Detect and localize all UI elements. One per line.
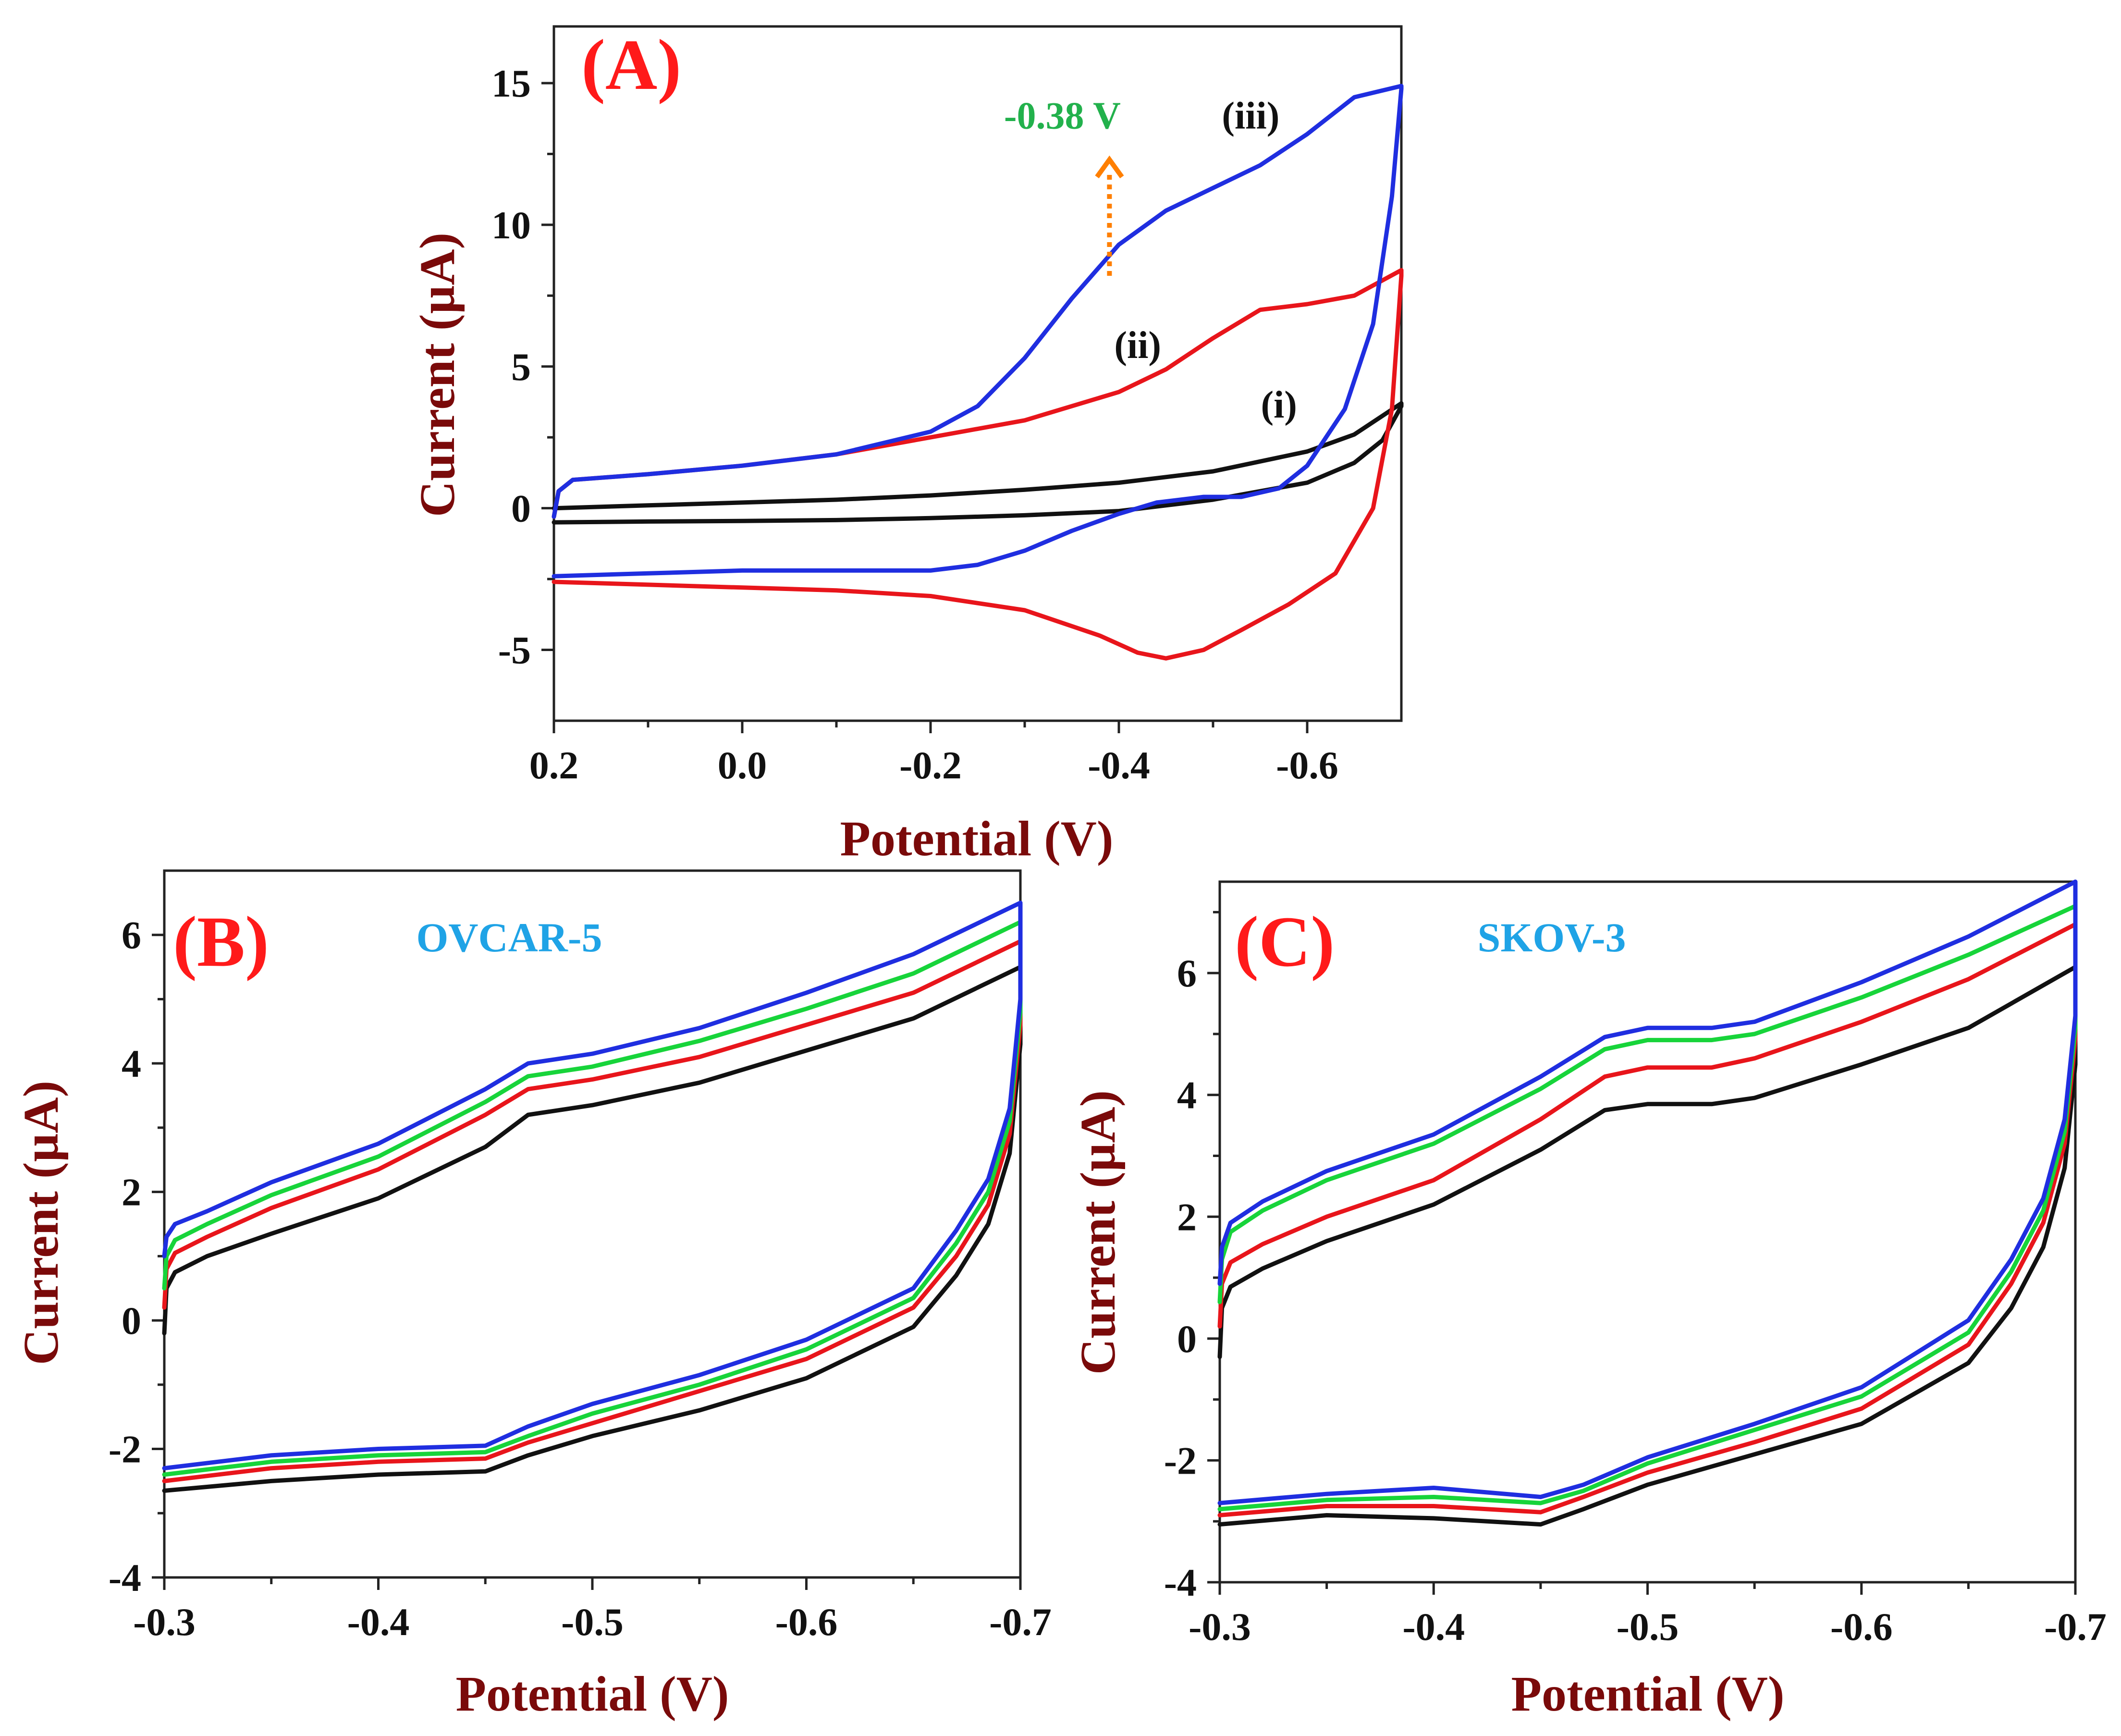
x-tick-label: -0.6 — [1830, 1605, 1893, 1649]
cv-curve-red — [162, 939, 1023, 1483]
curve-label: (ii) — [1114, 324, 1161, 367]
y-tick-label: 2 — [122, 1170, 141, 1214]
cell-line-label: OVCAR-5 — [417, 914, 602, 960]
cv-curve-ii — [552, 268, 1404, 661]
x-tick-label: 0.2 — [529, 743, 579, 787]
x-tick-label: -0.3 — [133, 1600, 196, 1644]
y-tick-label: -2 — [109, 1428, 141, 1471]
x-tick-label: -0.3 — [1189, 1605, 1251, 1649]
x-tick-label: -0.5 — [1617, 1605, 1679, 1649]
cv-curve-i — [552, 401, 1404, 525]
y-tick-label: -5 — [498, 628, 531, 672]
x-tick-label: -0.2 — [899, 743, 962, 787]
panel-label-a: (A) — [581, 25, 681, 105]
x-tick-label: -0.4 — [347, 1600, 410, 1644]
y-tick-label: -2 — [1164, 1439, 1197, 1482]
cell-line-label: SKOV-3 — [1478, 914, 1626, 960]
panel-a: 0.2 0.0 -0.2 -0.4 -0.6 -5 0 5 10 15 Potential (V) C… — [410, 25, 1404, 866]
y-tick-label: 0 — [122, 1299, 141, 1342]
y-tick-label: 15 — [491, 62, 531, 105]
y-tick-label: 0 — [1177, 1317, 1197, 1361]
x-axis-title: Potential (V) — [1511, 1666, 1785, 1722]
y-tick-label: 4 — [122, 1042, 141, 1085]
y-axis-title: Current (µA) — [410, 233, 465, 517]
curve-label: (iii) — [1222, 95, 1279, 137]
y-tick-label: 6 — [122, 913, 141, 957]
x-axis-title: Potential (V) — [456, 1666, 729, 1722]
plot-frame-b — [163, 869, 1022, 1579]
panel-label-c: (C) — [1235, 902, 1335, 982]
panel-c: -0.3 -0.4 -0.5 -0.6 -0.7 -4 -2 0 2 4 6 Potential (V… — [1070, 879, 2107, 1722]
x-tick-label: -0.4 — [1402, 1605, 1465, 1649]
x-tick-label: -0.6 — [775, 1600, 838, 1644]
panel-label-b: (B) — [173, 902, 269, 982]
x-axis-title: Potential (V) — [840, 811, 1114, 866]
panel-b: -0.3 -0.4 -0.5 -0.6 -0.7 -4 -2 0 2 4 6 Potential (V… — [13, 869, 1052, 1722]
x-tick-label: -0.7 — [989, 1600, 1052, 1644]
cv-curve-red — [1217, 922, 2078, 1517]
cv-curve-blue — [162, 900, 1023, 1471]
plot-frame-a — [552, 25, 1403, 722]
y-tick-label: 0 — [511, 487, 531, 530]
x-tick-label: -0.7 — [2044, 1605, 2107, 1649]
curve-label: (i) — [1261, 384, 1297, 426]
x-tick-label: 0.0 — [718, 743, 767, 787]
x-tick-label: -0.5 — [561, 1600, 624, 1644]
cv-curve-black — [1217, 965, 2078, 1527]
y-tick-label: -4 — [109, 1556, 141, 1600]
y-tick-label: 10 — [491, 203, 531, 247]
y-tick-label: 6 — [1177, 951, 1197, 995]
x-tick-label: -0.4 — [1088, 743, 1150, 787]
y-tick-label: -4 — [1164, 1561, 1197, 1604]
peak-potential-annotation: -0.38 V — [1004, 95, 1121, 137]
y-axis-title: Current (µA) — [1070, 1090, 1126, 1375]
x-tick-label: -0.6 — [1276, 743, 1338, 787]
annotation-arrow-head — [1095, 155, 1124, 179]
y-axis-title: Current (µA) — [13, 1081, 69, 1365]
y-tick-label: 5 — [511, 345, 531, 389]
cv-curve-iii — [552, 84, 1404, 579]
y-tick-label: 2 — [1177, 1195, 1197, 1239]
cv-curve-blue — [1217, 879, 2078, 1505]
y-tick-label: 4 — [1177, 1073, 1197, 1117]
